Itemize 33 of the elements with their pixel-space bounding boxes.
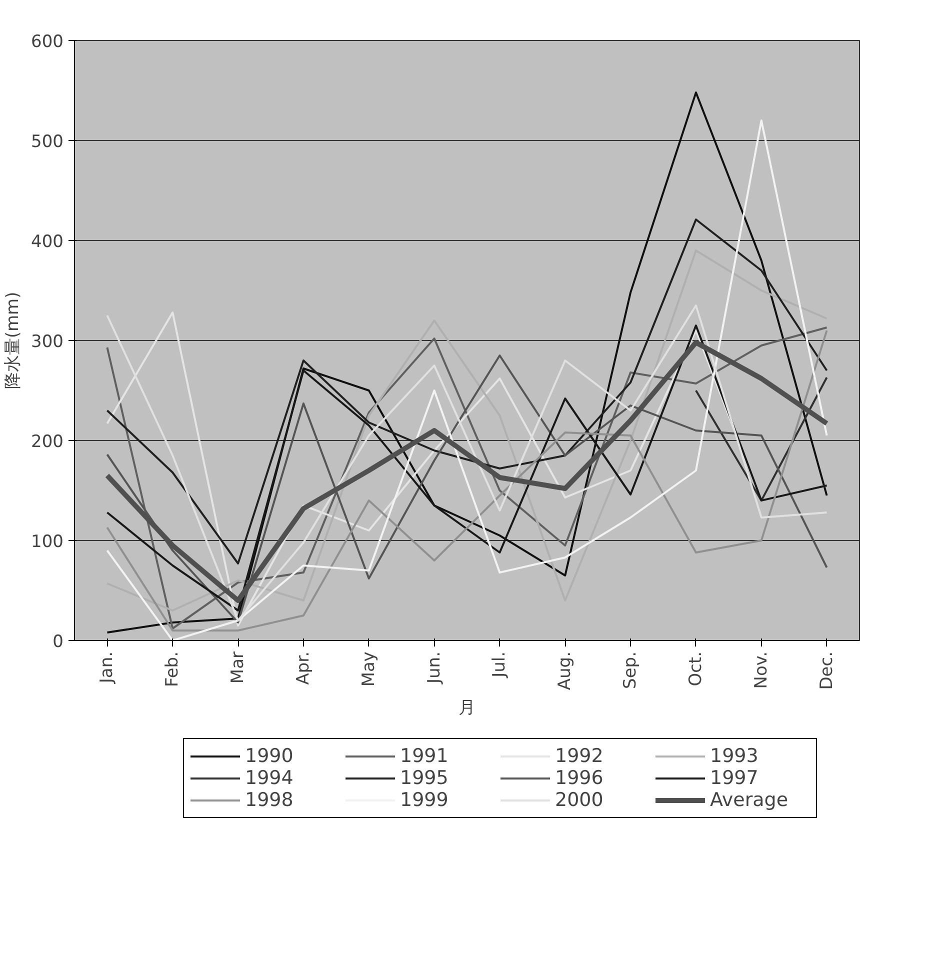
y-tick-label: 500 (31, 132, 64, 152)
legend-label: 1994 (245, 767, 294, 789)
legend-label: 1993 (710, 745, 760, 767)
x-tick-label: Aug. (555, 651, 576, 690)
legend-label: 1999 (400, 789, 450, 811)
legend-label: 1997 (710, 767, 760, 789)
x-tick-label: Feb. (162, 651, 183, 687)
y-tick-label: 300 (31, 332, 64, 352)
x-tick-label: May (358, 651, 379, 687)
x-tick-label: Oct. (686, 652, 706, 686)
legend-label: 2000 (555, 789, 604, 811)
y-tick-label: 200 (31, 432, 64, 452)
legend-label: 1998 (245, 789, 294, 811)
y-tick-label: 100 (31, 532, 64, 552)
x-axis-title: 月 (458, 698, 476, 718)
y-tick-label: 600 (31, 32, 64, 52)
x-tick-label: Sep. (620, 651, 641, 689)
x-tick-label: Dec. (816, 651, 837, 690)
x-tick-label: Jan. (97, 652, 118, 684)
legend-label: 1992 (555, 745, 604, 767)
x-tick-label: Jun. (424, 652, 444, 684)
x-tick-label: Apr. (293, 651, 314, 685)
y-tick-label: 0 (52, 632, 64, 652)
y-tick-label: 400 (31, 232, 64, 252)
legend-label: 1995 (400, 767, 450, 789)
legend-label: Average (710, 789, 790, 811)
x-tick-label: Jul. (490, 651, 510, 678)
legend-label: 1996 (555, 767, 604, 789)
x-tick-label: Nov. (751, 651, 772, 689)
y-axis-title: 降水量(mm) (3, 292, 24, 390)
legend-label: 1991 (400, 745, 450, 767)
x-tick-label: Mar (228, 651, 248, 684)
legend-label: 1990 (245, 745, 294, 767)
